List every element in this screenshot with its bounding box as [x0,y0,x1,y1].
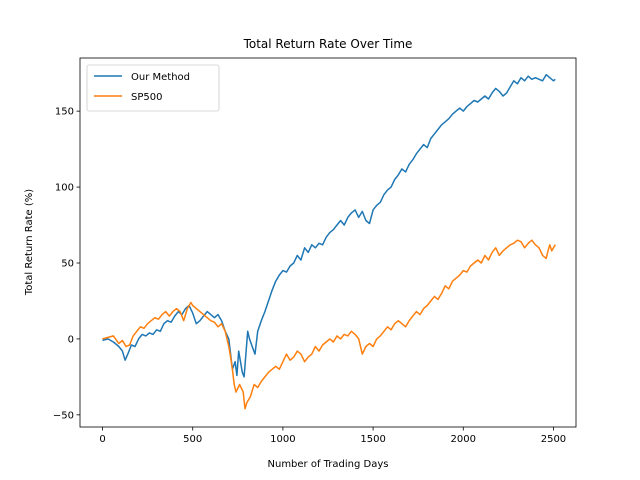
x-tick-label: 500 [183,434,202,445]
y-tick-label: 100 [55,183,74,194]
legend-label: Our Method [131,72,190,83]
y-axis-label: Total Return Rate (%) [24,189,35,296]
y-tick-label: 150 [55,107,74,118]
y-tick-label: 50 [61,259,74,270]
x-tick-label: 1500 [360,434,385,445]
x-tick-label: 2000 [451,434,476,445]
y-tick-label: 0 [68,334,74,345]
plot-frame [79,57,577,428]
x-tick-label: 1000 [270,434,295,445]
x-tick-label: 2500 [541,434,566,445]
legend-label: SP500 [131,92,162,103]
x-axis: 0 500 1000 1500 2000 2500 [99,427,566,445]
y-axis: −50 0 50 100 150 [53,107,80,421]
chart-title: Total Return Rate Over Time [243,37,413,51]
series-line-sp500 [102,239,556,410]
x-axis-label: Number of Trading Days [268,459,389,470]
legend: Our Method SP500 [86,64,220,112]
series-layer [102,73,556,410]
series-line-our-method [102,73,556,378]
y-tick-label: −50 [53,410,74,421]
x-tick-label: 0 [99,434,105,445]
